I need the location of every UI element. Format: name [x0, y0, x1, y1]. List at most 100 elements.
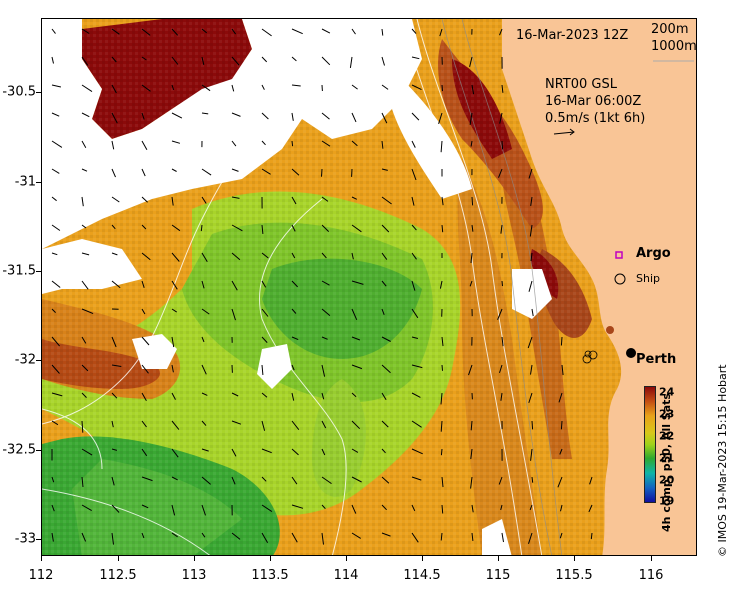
current-vector	[291, 532, 298, 543]
ship-legend-label: Ship	[636, 272, 660, 285]
current-vector	[81, 476, 84, 488]
current-vector	[81, 28, 90, 34]
current-vector	[111, 448, 118, 451]
current-vector	[201, 364, 207, 375]
current-vector	[321, 28, 331, 34]
colorbar-title: 4h comp, p50, All Sats	[660, 393, 673, 532]
current-vector	[440, 392, 443, 405]
current-vector	[530, 364, 533, 375]
current-vector	[171, 420, 180, 430]
current-vector	[411, 28, 417, 34]
current-vector	[141, 476, 153, 482]
current-vector	[51, 56, 54, 64]
current-vector	[441, 196, 444, 206]
current-vector	[111, 420, 114, 428]
current-vector	[501, 140, 504, 150]
current-vector	[111, 168, 116, 178]
current-vector	[261, 112, 269, 120]
current-vector	[171, 448, 179, 458]
current-vector	[171, 84, 175, 91]
current-vector	[261, 168, 271, 175]
lat-tick-label: -33	[14, 531, 36, 547]
current-vector	[141, 280, 145, 288]
current-vector	[171, 476, 178, 481]
current-vector	[291, 140, 294, 147]
current-vector	[351, 280, 364, 285]
current-vector	[231, 420, 242, 425]
current-vector	[590, 532, 593, 540]
current-vector	[201, 280, 205, 289]
lat-tick-label: -32	[14, 352, 36, 368]
current-vector	[141, 196, 148, 203]
current-vector	[471, 532, 474, 541]
current-vector	[51, 252, 58, 256]
current-vector	[51, 504, 55, 512]
current-vector	[291, 84, 301, 87]
current-vector	[501, 84, 504, 93]
current-vector	[111, 112, 118, 124]
current-vector	[111, 224, 116, 230]
current-vector	[171, 280, 178, 290]
bathymetry-contours	[42, 19, 543, 555]
current-vector	[381, 28, 384, 36]
lon-tick-mark	[422, 556, 423, 561]
current-vector	[411, 448, 423, 455]
current-vector	[141, 84, 151, 92]
current-vector	[141, 420, 147, 428]
current-vector	[141, 168, 146, 177]
current-vector	[441, 224, 444, 233]
lon-tick-mark	[651, 556, 652, 561]
current-vector	[51, 364, 60, 374]
colorbar-tick-24: 24	[659, 385, 675, 399]
current-vector	[201, 392, 208, 396]
current-vector	[411, 364, 423, 369]
current-vector	[261, 504, 273, 513]
current-vector	[201, 196, 207, 204]
current-vector	[291, 476, 298, 485]
current-vector	[530, 196, 533, 206]
current-vector	[141, 252, 151, 261]
current-vector	[321, 252, 327, 259]
current-vector	[381, 476, 390, 484]
lat-tick-mark	[36, 92, 41, 93]
current-vector	[349, 56, 353, 68]
lon-tick-mark	[270, 556, 271, 561]
colorbar-tick-22: 22	[659, 429, 675, 443]
current-vector	[500, 224, 503, 234]
current-vector	[201, 28, 208, 34]
current-vector	[440, 140, 443, 153]
current-vector	[589, 476, 593, 485]
current-vector	[441, 336, 444, 347]
current-vector	[469, 112, 473, 125]
contour-legend-1000m: 1000m	[651, 39, 697, 54]
current-vector	[351, 112, 357, 123]
current-vector	[351, 448, 359, 453]
current-vector	[111, 28, 120, 35]
lat-tick-label: -32.5	[2, 442, 36, 458]
current-vector	[51, 308, 56, 313]
current-vector	[470, 476, 473, 489]
current-vector	[351, 336, 361, 341]
current-vector	[498, 168, 503, 178]
current-vector	[261, 364, 264, 375]
current-vector	[321, 196, 329, 202]
current-vector	[411, 504, 416, 512]
current-vector	[81, 252, 90, 256]
current-vector	[111, 280, 121, 289]
current-vector	[291, 364, 295, 371]
current-vector	[200, 224, 203, 232]
current-vector	[557, 476, 563, 488]
current-vector	[261, 532, 269, 543]
current-vector	[291, 308, 297, 314]
current-vector	[81, 280, 89, 290]
current-vector	[411, 532, 419, 543]
current-vector	[560, 504, 563, 512]
current-vector	[471, 196, 474, 206]
current-vector	[141, 336, 150, 346]
lat-tick-mark	[36, 271, 41, 272]
current-vector	[261, 308, 269, 317]
current-vector	[291, 56, 297, 62]
current-vector	[231, 392, 239, 397]
current-vector	[51, 140, 63, 148]
current-vector	[111, 140, 115, 150]
